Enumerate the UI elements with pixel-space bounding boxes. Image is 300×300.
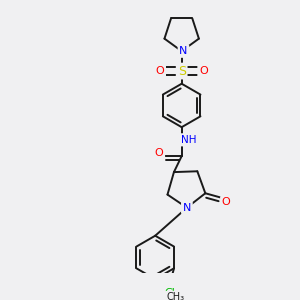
Text: CH₃: CH₃ [166, 292, 184, 300]
Text: O: O [156, 66, 164, 76]
Text: S: S [178, 64, 186, 78]
Text: N: N [179, 46, 188, 56]
Text: N: N [183, 203, 191, 213]
Text: NH: NH [181, 135, 197, 145]
Text: O: O [155, 148, 164, 158]
Text: O: O [222, 197, 230, 207]
Text: O: O [199, 66, 208, 76]
Text: Cl: Cl [164, 288, 175, 298]
